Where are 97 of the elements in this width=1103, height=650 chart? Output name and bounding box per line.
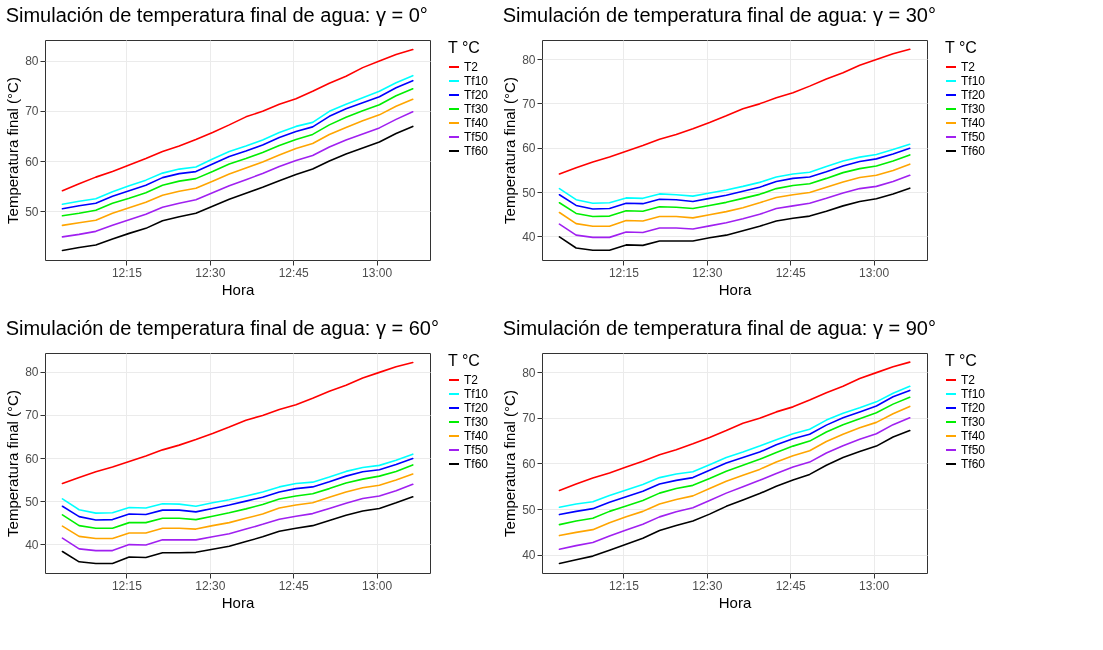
line-series: [558, 429, 911, 565]
legend-label: Tf30: [961, 102, 986, 116]
legend-label: Tf40: [961, 429, 986, 443]
x-tick-label: 12:45: [775, 578, 807, 593]
line-series: [61, 483, 414, 552]
x-tick-label: 13:00: [362, 265, 393, 280]
x-tick-label: 13:00: [362, 578, 393, 593]
chart-title: Simulación de temperatura final de agua: γ = 30°: [502, 4, 936, 26]
y-tick-label: 50: [522, 502, 536, 517]
line-series: [558, 163, 911, 228]
x-tick-label: 12:15: [111, 578, 143, 593]
x-tick-label: 13:00: [859, 578, 890, 593]
legend-label: Tf10: [961, 74, 986, 88]
line-series: [558, 417, 911, 551]
y-axis-title: Temperatura final (°C): [501, 390, 519, 537]
legend-title: T °C: [448, 39, 480, 56]
legend-label: Tf40: [464, 116, 489, 130]
y-tick-label: 70: [25, 104, 39, 119]
legend-label: Tf60: [961, 457, 986, 471]
legend-label: Tf50: [961, 130, 986, 144]
legend-label: Tf40: [464, 429, 489, 443]
y-axis-title: Temperatura final (°C): [4, 77, 22, 224]
legend-label: Tf10: [961, 387, 986, 401]
legend-label: T2: [961, 60, 976, 74]
y-tick-label: 50: [25, 494, 39, 509]
y-tick-label: 40: [25, 537, 39, 552]
line-series: [61, 453, 414, 514]
x-axis-title: Hora: [221, 593, 255, 611]
legend-label: Tf30: [464, 102, 489, 116]
x-tick-label: 12:45: [278, 265, 310, 280]
line-series: [61, 361, 414, 485]
line-series: [558, 154, 911, 218]
x-axis-title: Hora: [718, 280, 752, 298]
legend-label: Tf50: [961, 443, 986, 457]
legend-label: Tf20: [961, 88, 986, 102]
legend-label: Tf30: [961, 415, 986, 429]
legend-title: T °C: [945, 352, 977, 369]
legend-label: T2: [464, 60, 479, 74]
chart-title: Simulación de temperatura final de agua: γ = 0°: [5, 4, 428, 26]
chart-title: Simulación de temperatura final de agua: γ = 60°: [5, 317, 439, 339]
y-tick-label: 70: [25, 408, 39, 423]
line-series: [61, 473, 414, 540]
x-axis-title: Hora: [221, 280, 255, 298]
x-axis-title: Hora: [718, 593, 752, 611]
legend-label: Tf20: [464, 401, 489, 415]
y-tick-label: 80: [522, 52, 536, 67]
line-series: [558, 187, 911, 252]
y-tick-label: 60: [25, 451, 39, 466]
x-tick-label: 12:45: [278, 578, 310, 593]
legend-label: Tf30: [464, 415, 489, 429]
line-series: [61, 125, 414, 252]
line-series: [558, 361, 911, 492]
legend-label: Tf50: [464, 443, 489, 457]
legend-label: Tf60: [464, 144, 489, 158]
y-tick-label: 50: [25, 204, 39, 219]
legend-title: T °C: [448, 352, 480, 369]
legend-label: Tf60: [961, 144, 986, 158]
y-tick-label: 80: [522, 365, 536, 380]
legend-label: Tf20: [961, 401, 986, 415]
legend-title: T °C: [945, 39, 977, 56]
line-series: [558, 48, 911, 175]
y-axis-title: Temperatura final (°C): [4, 390, 22, 537]
legend-label: Tf60: [464, 457, 489, 471]
y-tick-label: 60: [522, 456, 536, 471]
x-tick-label: 12:30: [195, 578, 226, 593]
x-tick-label: 12:15: [111, 265, 143, 280]
y-tick-label: 70: [522, 96, 536, 111]
x-tick-label: 13:00: [859, 265, 890, 280]
x-tick-label: 12:30: [195, 265, 226, 280]
legend-label: Tf10: [464, 387, 489, 401]
x-tick-label: 12:30: [692, 265, 723, 280]
legend-label: T2: [961, 373, 976, 387]
y-tick-label: 40: [522, 229, 536, 244]
x-tick-label: 12:45: [775, 265, 807, 280]
y-tick-label: 80: [25, 365, 39, 380]
x-tick-label: 12:15: [608, 578, 640, 593]
legend-label: T2: [464, 373, 479, 387]
line-series: [61, 464, 414, 530]
line-series: [61, 457, 414, 521]
chart-title: Simulación de temperatura final de agua: γ = 90°: [502, 317, 936, 339]
x-tick-label: 12:15: [608, 265, 640, 280]
x-tick-label: 12:30: [692, 578, 723, 593]
line-series: [61, 48, 414, 192]
legend-label: Tf10: [464, 74, 489, 88]
y-tick-label: 60: [522, 141, 536, 156]
y-tick-label: 80: [25, 54, 39, 69]
legend-label: Tf20: [464, 88, 489, 102]
legend-label: Tf50: [464, 130, 489, 144]
line-series: [558, 174, 911, 239]
line-series: [61, 111, 414, 238]
y-tick-label: 50: [522, 185, 536, 200]
y-tick-label: 70: [522, 411, 536, 426]
y-axis-title: Temperatura final (°C): [501, 77, 519, 224]
y-tick-label: 40: [522, 548, 536, 563]
legend-label: Tf40: [961, 116, 986, 130]
y-tick-label: 60: [25, 154, 39, 169]
line-series: [61, 496, 414, 565]
